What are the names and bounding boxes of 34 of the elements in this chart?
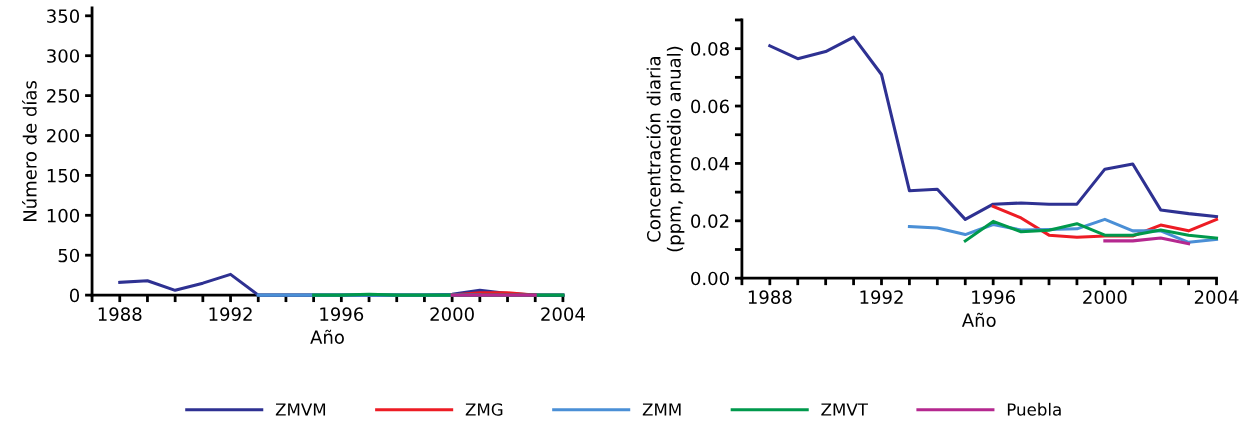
y-tick-label: 150: [47, 168, 80, 183]
y-tick-label: 0.02: [691, 214, 729, 228]
y-tick-label: 350: [47, 9, 80, 23]
x-tick-label: 1992: [209, 307, 252, 321]
legend-label: Puebla: [1007, 402, 1061, 416]
y-tick-label: 100: [47, 208, 80, 223]
y-tick-label: 0: [69, 288, 80, 303]
y-tick-label: 300: [47, 49, 80, 63]
y-tick-label: 50: [58, 248, 80, 263]
x-tick-label: 1996: [972, 290, 1016, 304]
x-axis-title: Año: [310, 329, 344, 344]
legend-label: ZMM: [642, 403, 681, 416]
y-tick-label: 200: [47, 128, 80, 143]
x-tick-label: 2004: [541, 307, 585, 321]
y-tick-label: 0.08: [691, 42, 729, 56]
line-series: [768, 35, 1219, 221]
y-tick-label: 0.00: [691, 271, 729, 286]
x-tick-label: 1988: [748, 290, 792, 304]
x-tick-label: 2004: [1194, 290, 1239, 304]
y-tick-label: 0.04: [691, 156, 730, 171]
x-tick-label: 1992: [860, 290, 903, 304]
legend-label: ZMVM: [275, 403, 326, 416]
x-axis-title: Año: [961, 312, 996, 328]
legend-label: ZMG: [465, 403, 503, 416]
x-tick-label: 1996: [320, 307, 364, 321]
y-tick-label: 250: [47, 89, 80, 103]
y-tick-label: 0.06: [691, 99, 729, 114]
x-tick-label: 2000: [1083, 290, 1127, 304]
y-axis-title: Concentración diaria (ppm, promedio anual): [645, 46, 685, 252]
x-tick-label: 1988: [98, 307, 142, 321]
legend-label: ZMVT: [821, 403, 868, 416]
y-axis-title: Número de días: [22, 81, 37, 222]
x-tick-label: 2000: [430, 307, 474, 321]
line-series: [963, 219, 1219, 243]
